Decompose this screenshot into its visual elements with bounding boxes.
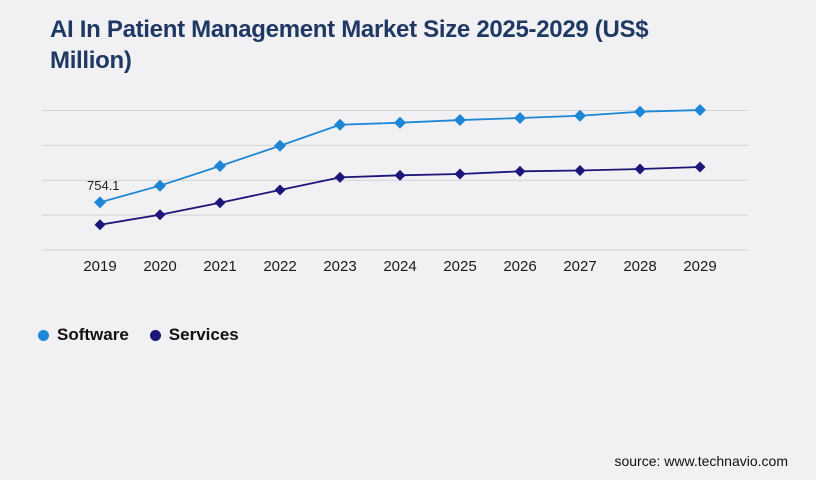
point-services-2021 — [214, 197, 226, 209]
point-software-2029 — [694, 104, 706, 117]
x-label-2027: 2027 — [563, 258, 596, 275]
legend-marker-services-icon — [149, 329, 161, 341]
legend-label-software: Software — [57, 325, 129, 344]
legend-item-software: Software — [38, 325, 129, 345]
x-label-2020: 2020 — [143, 258, 176, 275]
point-software-2024 — [394, 116, 406, 129]
point-services-2022 — [274, 184, 286, 196]
legend-item-services: Services — [149, 325, 239, 345]
data-point-label: 754.1 — [87, 178, 120, 193]
point-services-2019 — [94, 219, 106, 231]
point-services-2028 — [634, 163, 646, 175]
x-label-2029: 2029 — [683, 258, 716, 275]
x-label-2025: 2025 — [443, 258, 476, 275]
x-label-2022: 2022 — [263, 258, 296, 275]
point-software-2020 — [154, 179, 166, 192]
source-text: source: www.technavio.com — [614, 453, 788, 469]
x-label-2019: 2019 — [83, 258, 116, 275]
chart-title: AI In Patient Management Market Size 202… — [50, 14, 762, 76]
x-label-2026: 2026 — [503, 258, 536, 275]
point-services-2026 — [514, 165, 526, 177]
legend-marker-software-icon — [38, 329, 49, 341]
point-software-2027 — [574, 109, 586, 122]
point-software-2026 — [514, 112, 526, 125]
chart-title-line1: AI In Patient Management Market Size 202… — [50, 16, 649, 43]
legend: Software Services — [38, 325, 239, 345]
point-software-2025 — [454, 114, 466, 127]
point-services-2020 — [154, 209, 166, 221]
point-services-2023 — [334, 171, 346, 183]
x-label-2024: 2024 — [383, 258, 416, 275]
point-software-2028 — [634, 105, 646, 118]
x-label-2023: 2023 — [323, 258, 356, 275]
point-software-2023 — [334, 118, 346, 131]
point-services-2025 — [454, 168, 466, 180]
legend-label-services: Services — [168, 325, 239, 344]
chart-title-line2: Million) — [50, 47, 132, 74]
point-software-2019 — [94, 196, 106, 209]
point-services-2027 — [574, 165, 586, 177]
x-label-2021: 2021 — [203, 258, 236, 275]
x-label-2028: 2028 — [623, 258, 656, 275]
point-services-2029 — [694, 161, 706, 173]
point-services-2024 — [394, 169, 406, 181]
point-software-2021 — [214, 160, 226, 173]
point-software-2022 — [274, 139, 286, 152]
